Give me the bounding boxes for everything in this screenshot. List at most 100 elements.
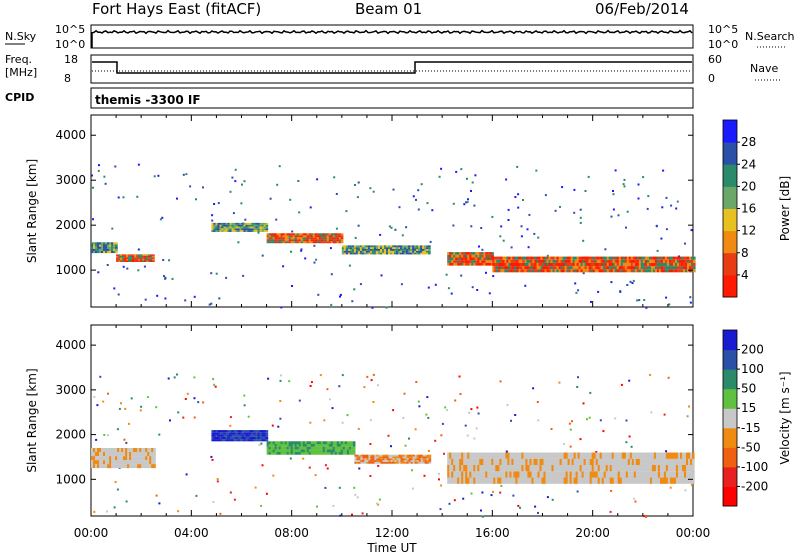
- velocity-band-cell: [471, 452, 474, 459]
- power-scatter-point: [579, 216, 582, 219]
- power-band-cell: [612, 259, 616, 263]
- power-band-cell: [554, 259, 558, 263]
- velocity-band-cell: [354, 458, 357, 461]
- velocity-band-cell: [278, 452, 282, 455]
- velocity-scatter-point: [571, 420, 573, 423]
- velocity-band-cell: [517, 471, 520, 478]
- power-band-cell: [239, 222, 243, 225]
- velocity-band-cell: [139, 452, 142, 456]
- velocity-band-cell: [589, 477, 593, 484]
- power-band-cell: [394, 250, 397, 253]
- power-band-cell: [676, 256, 680, 260]
- velocity-band-cell: [414, 461, 418, 464]
- power-band-cell: [367, 245, 371, 248]
- velocity-band-cell: [153, 448, 156, 452]
- power-colorbar-label: 28: [741, 135, 756, 149]
- power-band-cell: [540, 262, 544, 266]
- velocity-band-cell: [358, 456, 361, 459]
- velocity-band-cell: [573, 452, 577, 459]
- velocity-band-cell: [527, 477, 530, 484]
- power-band-cell: [219, 230, 222, 232]
- velocity-band-cell: [113, 464, 116, 469]
- velocity-band-cell: [503, 477, 506, 484]
- velocity-band-cell: [402, 456, 406, 459]
- velocity-band-cell: [101, 456, 104, 461]
- velocity-scatter-point: [669, 486, 672, 489]
- velocity-band-cell: [479, 477, 482, 484]
- power-band-cell: [400, 245, 403, 248]
- power-band-cell: [259, 230, 263, 232]
- power-band-cell: [674, 259, 678, 263]
- velocity-scatter-point: [444, 406, 447, 409]
- power-band-cell: [347, 250, 351, 253]
- power-band-cell: [294, 235, 298, 238]
- velocity-band-cell: [141, 464, 144, 469]
- power-band-cell: [560, 262, 564, 266]
- velocity-band-cell: [336, 452, 340, 455]
- velocity-band-cell: [453, 452, 456, 459]
- freq-strip-frame: [90, 54, 694, 84]
- velocity-band-cell: [593, 465, 597, 472]
- velocity-band-cell: [426, 454, 430, 457]
- velocity-band-cell: [332, 441, 336, 444]
- power-band-cell: [416, 247, 419, 249]
- velocity-scatter-point: [219, 512, 222, 515]
- velocity-band-cell: [575, 465, 579, 472]
- power-ytick-label: 3000: [55, 173, 86, 187]
- power-band-cell: [626, 256, 630, 260]
- power-band-cell: [294, 233, 298, 236]
- velocity-band-cell: [416, 460, 420, 462]
- velocity-band-cell: [541, 452, 545, 459]
- velocity-band-cell: [91, 456, 94, 461]
- velocity-scatter-point: [279, 400, 282, 402]
- velocity-band-cell: [346, 452, 350, 455]
- velocity-scatter-point: [212, 378, 215, 381]
- power-band-cell: [568, 269, 572, 273]
- velocity-band-cell: [547, 458, 551, 465]
- velocity-scatter-point: [588, 416, 591, 419]
- power-band-cell: [116, 254, 119, 256]
- power-band-cell: [229, 230, 233, 232]
- velocity-band-cell: [420, 454, 424, 457]
- velocity-band-cell: [633, 477, 637, 484]
- power-scatter-point: [466, 201, 469, 204]
- power-band-cell: [473, 257, 476, 261]
- power-band-cell: [239, 230, 243, 232]
- velocity-band-cell: [225, 436, 228, 439]
- velocity-band-cell: [259, 434, 263, 437]
- nave-top-tick: 60: [708, 53, 722, 66]
- velocity-band-cell: [649, 458, 653, 465]
- velocity-band-cell: [127, 464, 130, 469]
- velocity-band-cell: [493, 471, 496, 478]
- power-band-cell: [542, 262, 546, 266]
- power-band-cell: [241, 224, 245, 227]
- velocity-band-cell: [213, 430, 216, 433]
- velocity-band-cell: [288, 446, 292, 450]
- power-band-cell: [365, 252, 369, 255]
- velocity-band-cell: [410, 456, 414, 459]
- velocity-scatter-point: [404, 444, 407, 447]
- power-band-cell: [520, 259, 523, 263]
- velocity-band-cell: [465, 465, 468, 472]
- power-band-cell: [632, 269, 636, 273]
- velocity-band-cell: [521, 452, 524, 459]
- power-band-cell: [481, 252, 484, 255]
- power-colorbar-segment: [723, 252, 737, 276]
- power-band-cell: [93, 242, 96, 245]
- velocity-band-cell: [641, 477, 645, 484]
- power-band-cell: [235, 230, 239, 232]
- power-band-cell: [662, 269, 666, 273]
- velocity-band-cell: [338, 446, 342, 450]
- velocity-band-cell: [233, 432, 237, 435]
- velocity-band-cell: [115, 464, 118, 469]
- power-band-cell: [392, 247, 395, 249]
- power-band-cell: [502, 266, 505, 270]
- power-band-cell: [390, 247, 393, 249]
- velocity-band-cell: [583, 477, 587, 484]
- power-band-cell: [330, 235, 334, 238]
- power-band-cell: [300, 235, 304, 238]
- velocity-band-cell: [99, 452, 102, 456]
- velocity-band-cell: [641, 452, 645, 459]
- velocity-band-cell: [465, 477, 468, 484]
- velocity-band-cell: [643, 452, 647, 459]
